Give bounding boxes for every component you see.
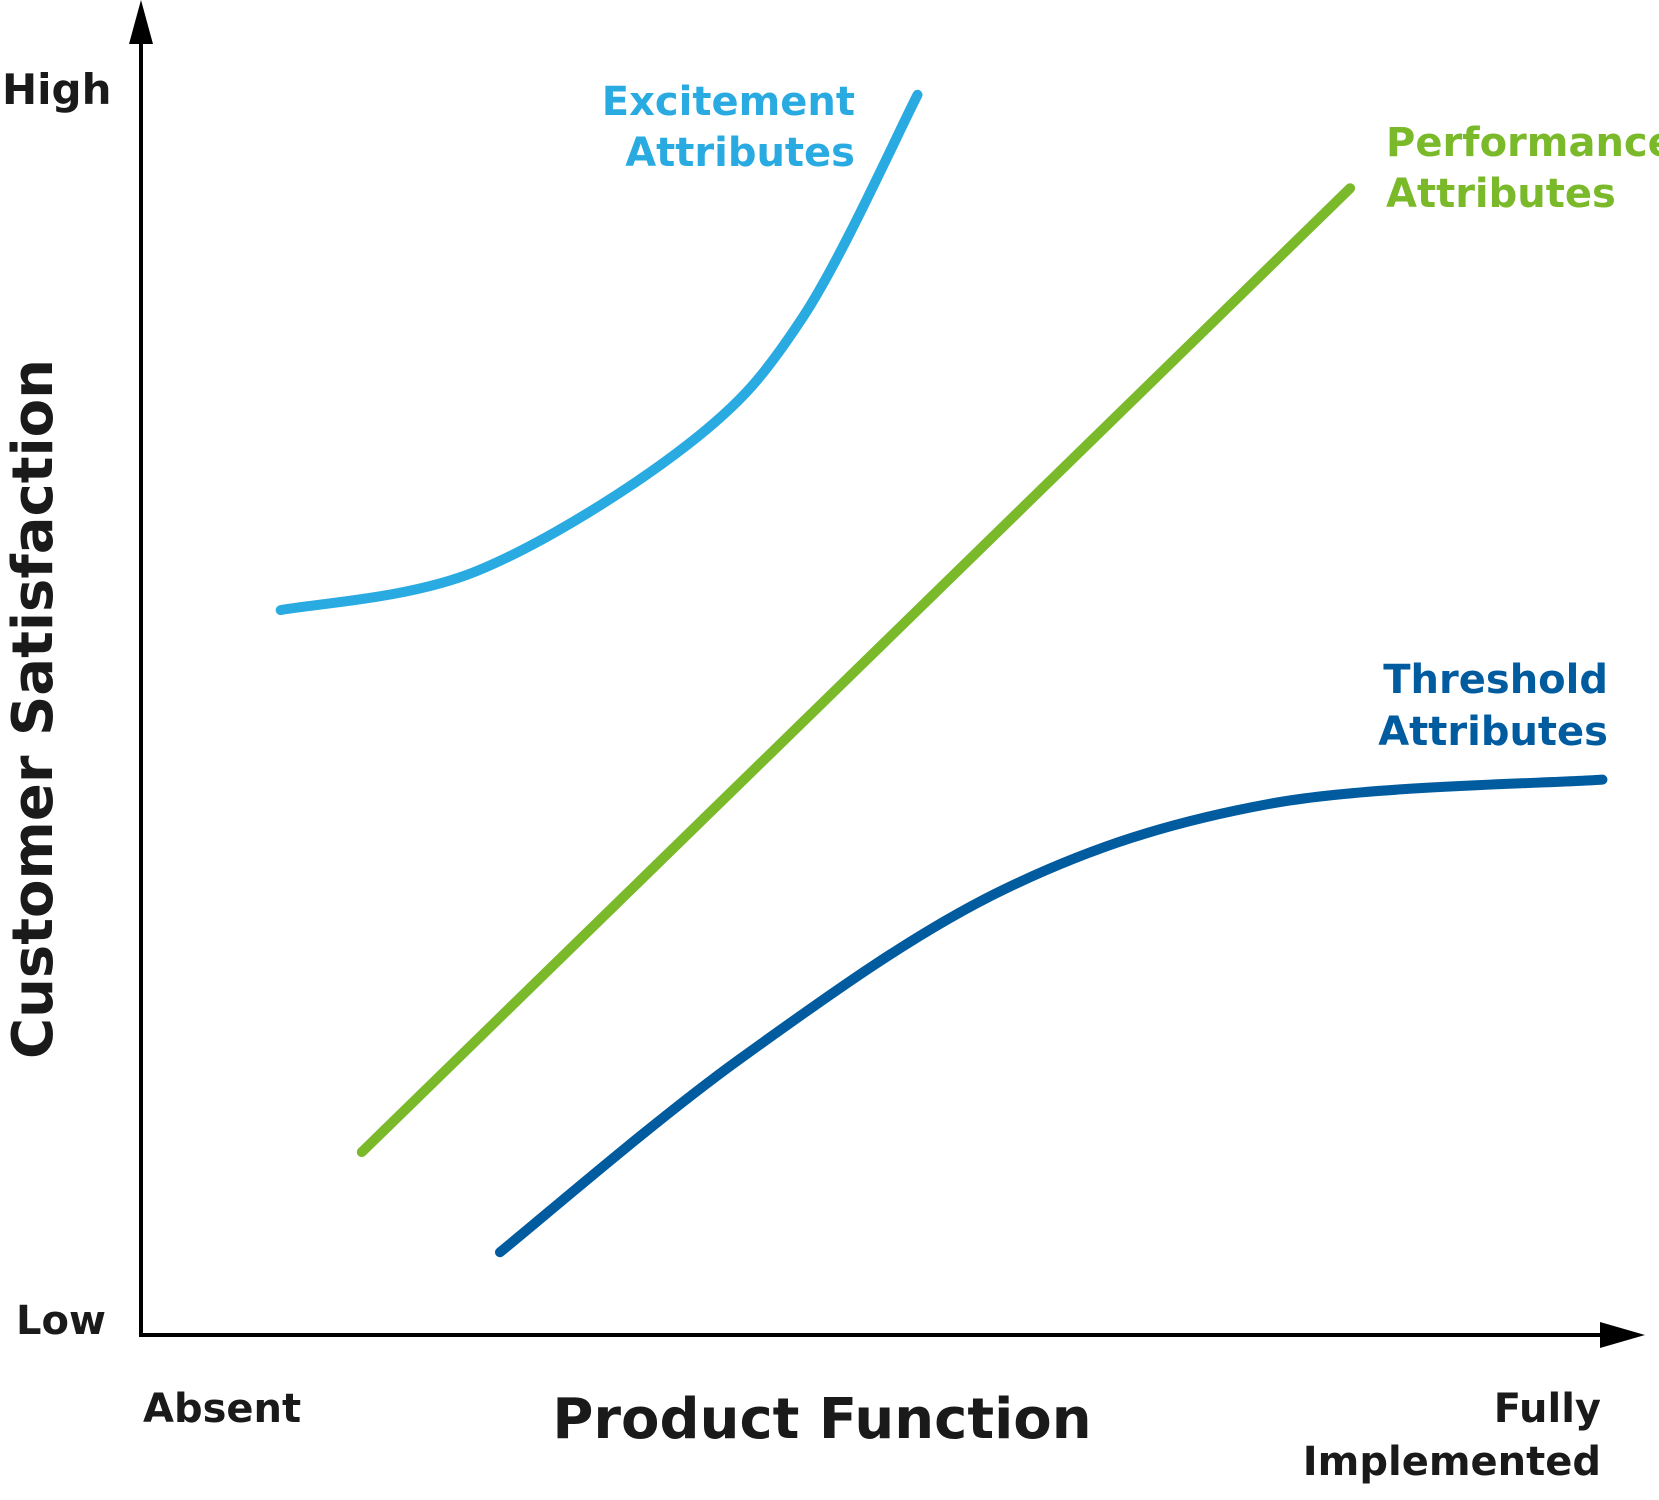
x-axis-arrow — [1600, 1322, 1645, 1348]
performance-curve — [356, 183, 1356, 1158]
x-min-label: Absent — [143, 1386, 301, 1432]
excitement-label-line2: Attributes — [625, 130, 855, 176]
threshold-label-line2: Attributes — [1378, 709, 1608, 755]
y-axis-title: Customer Satisfaction — [1, 359, 66, 1059]
performance-label-line2: Attributes — [1386, 171, 1616, 217]
x-max-label-line2: Implemented — [1303, 1439, 1601, 1485]
y-max-label: High — [2, 65, 112, 114]
x-max-label-line1: Fully — [1494, 1386, 1601, 1432]
x-axis-title: Product Function — [552, 1387, 1091, 1452]
threshold-label-line1: Threshold — [1383, 657, 1608, 703]
performance-label-line1: Performance — [1386, 120, 1659, 166]
y-axis-arrow — [129, 0, 153, 44]
y-min-label: Low — [16, 1298, 106, 1344]
threshold-curve — [494, 774, 1608, 1258]
excitement-label-line1: Excitement — [602, 79, 855, 125]
excitement-curve — [275, 89, 923, 616]
